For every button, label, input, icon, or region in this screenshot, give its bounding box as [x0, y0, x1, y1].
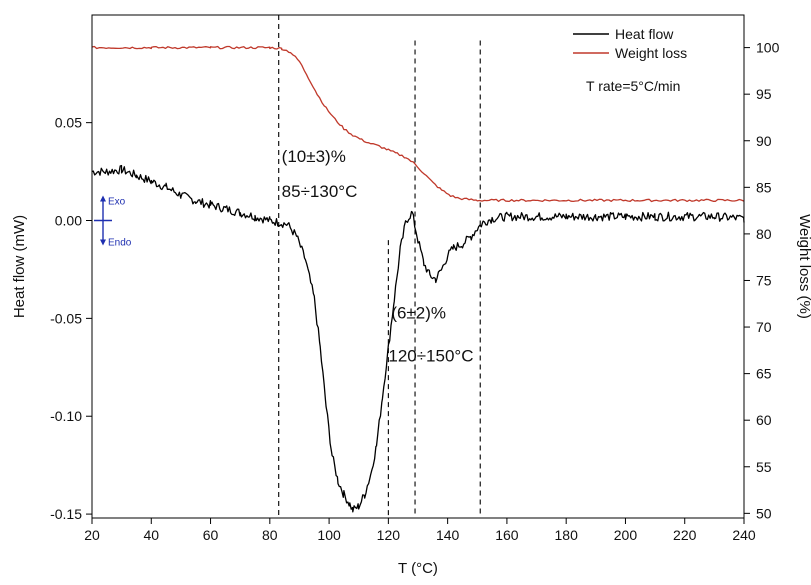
y-right-tick-label: 50	[756, 505, 772, 521]
x-tick-label: 120	[377, 527, 401, 543]
annotation-label: 85÷130°C	[282, 182, 358, 201]
x-tick-label: 40	[143, 527, 159, 543]
series-layer	[91, 45, 745, 513]
x-tick-label: 20	[84, 527, 100, 543]
legend-note: T rate=5°C/min	[586, 78, 680, 94]
legend: Heat flow Weight loss T rate=5°C/min	[573, 26, 687, 94]
plot-frame-group	[91, 14, 745, 519]
plot-frame	[91, 14, 745, 519]
exo-label: Exo	[108, 197, 126, 208]
x-tick-label: 100	[317, 527, 341, 543]
y-right-tick-label: 80	[756, 226, 772, 242]
y-left-tick-label: 0.00	[55, 213, 82, 229]
x-tick-label: 200	[614, 527, 638, 543]
y-right-tick-label: 75	[756, 272, 772, 288]
vertical-guides	[278, 15, 481, 518]
heat-flow-line	[91, 164, 745, 513]
x-tick-label: 220	[673, 527, 697, 543]
ticks-layer: 20 40 60 80 100 120 140 160 180 200 220 240 0.05 0.00…	[50, 40, 779, 543]
endo-label: Endo	[108, 238, 132, 249]
y-right-tick-label: 100	[756, 40, 780, 56]
annotation-label: 120÷150°C	[388, 346, 473, 365]
y-right-tick-label: 90	[756, 133, 772, 149]
annotation-label: (6±2)%	[391, 303, 446, 322]
weight-loss-line	[91, 45, 745, 203]
y-left-tick-label: 0.05	[55, 115, 82, 131]
annotation-label: (10±3)%	[282, 147, 346, 166]
y-right-tick-label: 60	[756, 412, 772, 428]
y-left-tick-label: -0.10	[50, 408, 82, 424]
y-axis-left-label: Heat flow (mW)	[11, 215, 28, 318]
y-right-tick-label: 55	[756, 459, 772, 475]
y-right-tick-label: 85	[756, 179, 772, 195]
x-tick-label: 80	[262, 527, 278, 543]
y-right-tick-label: 70	[756, 319, 772, 335]
x-tick-label: 240	[732, 527, 756, 543]
y-right-tick-label: 65	[756, 366, 772, 382]
arrow-down-icon	[100, 239, 106, 246]
legend-label: Weight loss	[615, 45, 687, 61]
legend-label: Heat flow	[615, 26, 674, 42]
y-axis-right-label: Weight loss (%)	[796, 214, 811, 319]
x-tick-label: 180	[555, 527, 579, 543]
x-tick-label: 140	[436, 527, 460, 543]
annotations-layer: (10±3)% 85÷130°C (6±2)% 120÷150°C Exo Endo	[94, 147, 474, 365]
x-axis-label: T (°C)	[398, 560, 438, 577]
y-right-tick-label: 95	[756, 86, 772, 102]
x-tick-label: 160	[495, 527, 519, 543]
y-left-tick-label: -0.05	[50, 310, 82, 326]
x-tick-label: 60	[203, 527, 219, 543]
y-left-tick-label: -0.15	[50, 506, 82, 522]
arrow-up-icon	[100, 195, 106, 202]
